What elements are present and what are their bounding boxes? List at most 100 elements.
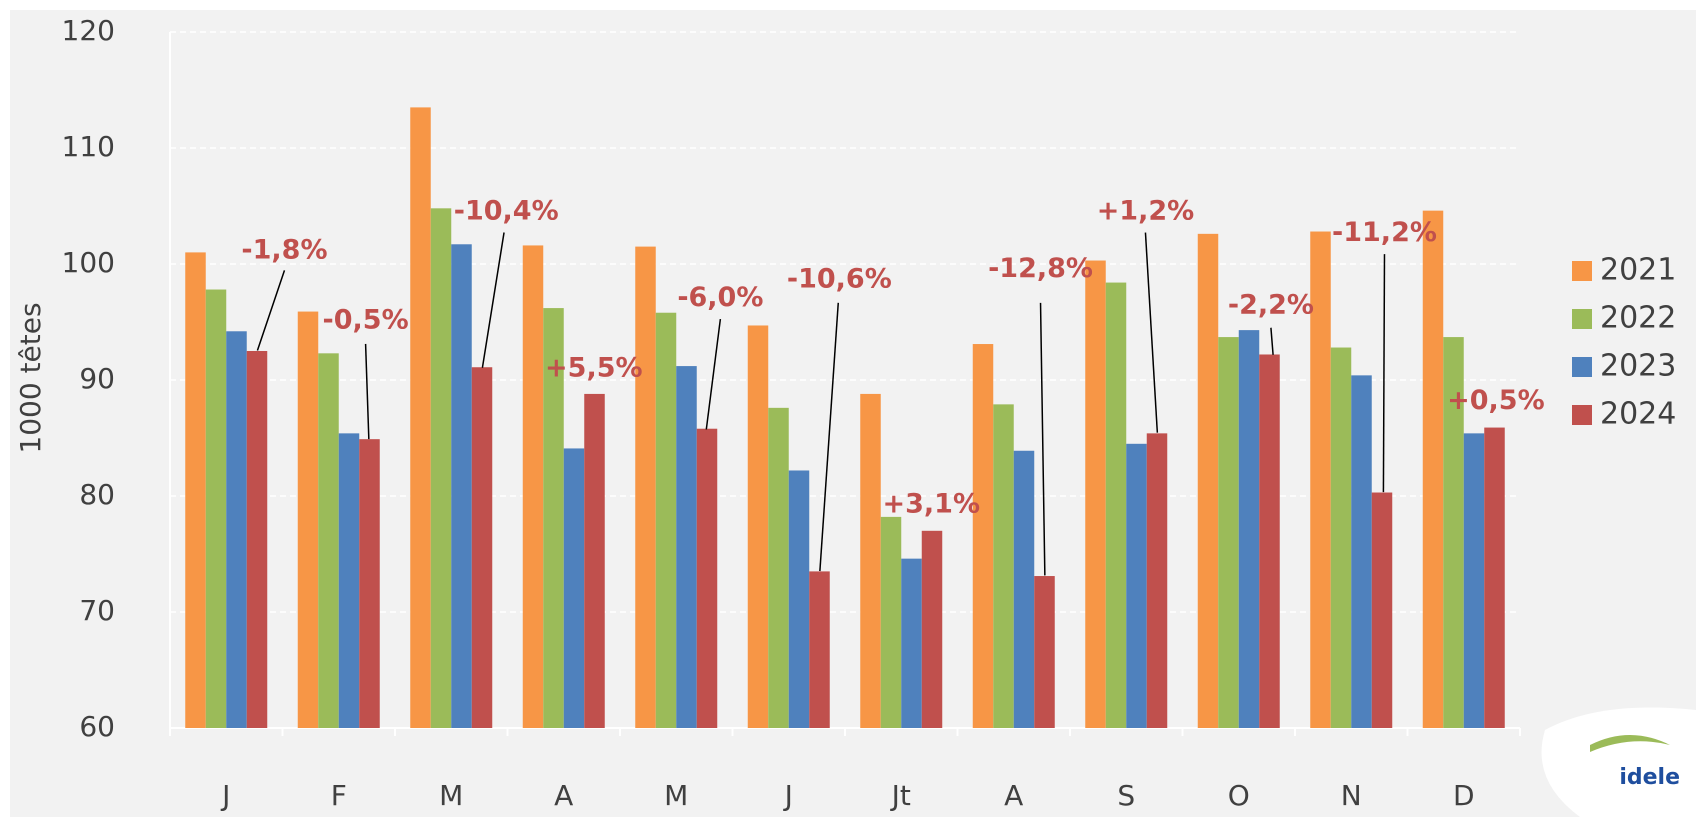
- legend-label: 2024: [1600, 397, 1676, 432]
- annotation-leader: [1270, 327, 1274, 355]
- bar: [471, 367, 493, 728]
- bar: [788, 470, 810, 728]
- annotation: -2,2%: [1228, 290, 1314, 321]
- annotation: -11,2%: [1332, 217, 1437, 248]
- annotation-leader: [1039, 302, 1046, 576]
- bar: [543, 308, 564, 728]
- annotation: -6,0%: [677, 282, 763, 313]
- annotation: +5,5%: [545, 352, 643, 383]
- bar: [226, 331, 247, 728]
- bar: [246, 351, 268, 728]
- x-tick-label: A: [1004, 779, 1023, 812]
- x-tick-label: Jt: [890, 779, 911, 812]
- bar: [696, 428, 718, 728]
- annotation-leader: [1144, 232, 1159, 433]
- annotation-leader: [256, 270, 286, 351]
- chart-background: [10, 10, 1696, 817]
- bar: [1197, 233, 1219, 728]
- y-tick-label: 110: [62, 130, 115, 163]
- bar: [410, 107, 431, 728]
- annotation-leader: [819, 302, 840, 572]
- legend-swatch: [1572, 357, 1592, 377]
- bar: [584, 393, 605, 728]
- bar: [747, 325, 769, 728]
- bar: [1085, 260, 1106, 728]
- bar: [1310, 231, 1331, 728]
- bar: [1484, 427, 1505, 728]
- legend-swatch: [1572, 261, 1592, 281]
- bar: [676, 366, 697, 728]
- x-tick-label: A: [554, 779, 573, 812]
- bar: [655, 312, 677, 728]
- bar: [205, 289, 227, 728]
- y-tick-label: 80: [79, 478, 115, 511]
- bar: [1126, 443, 1147, 728]
- legend-label: 2021: [1600, 253, 1676, 288]
- bar: [860, 393, 881, 728]
- bar: [451, 244, 472, 728]
- y-axis-label: 1000 têtes: [14, 302, 47, 453]
- annotation: +0,5%: [1447, 385, 1545, 416]
- bar: [1146, 433, 1168, 728]
- annotation-leader: [364, 343, 370, 440]
- bar: [1218, 337, 1239, 728]
- annotation: -1,8%: [241, 234, 327, 265]
- annotation-leader: [705, 318, 722, 430]
- y-tick-label: 120: [62, 14, 115, 47]
- y-tick-label: 60: [79, 710, 115, 743]
- bar: [522, 245, 544, 728]
- bar: [1238, 330, 1260, 728]
- bar: [297, 311, 319, 728]
- annotation: -0,5%: [323, 305, 409, 336]
- x-tick-label: N: [1341, 779, 1362, 812]
- x-tick-label: S: [1117, 779, 1135, 812]
- y-tick-label: 90: [79, 362, 115, 395]
- annotation: -10,6%: [787, 264, 892, 295]
- bar: [921, 530, 943, 728]
- annotation: +3,1%: [883, 489, 981, 520]
- bar: [1034, 576, 1055, 728]
- x-tick-label: O: [1228, 779, 1250, 812]
- annotation-leader: [1382, 254, 1386, 493]
- bar: [430, 208, 452, 728]
- y-tick-label: 100: [62, 246, 115, 279]
- legend-swatch: [1572, 405, 1592, 425]
- bar: [635, 246, 656, 728]
- bar: [563, 448, 585, 728]
- x-tick-label: M: [439, 779, 463, 812]
- x-tick-label: M: [664, 779, 688, 812]
- bar: [359, 439, 380, 728]
- bar: [185, 252, 206, 728]
- bar: [1351, 375, 1372, 728]
- bar: [1443, 337, 1464, 728]
- bar: [338, 433, 360, 728]
- bar: [972, 344, 994, 728]
- annotation: +1,2%: [1097, 196, 1195, 227]
- x-tick-label: J: [783, 779, 793, 812]
- annotation: -10,4%: [454, 196, 559, 227]
- logo-background: [1541, 707, 1696, 817]
- bar: [901, 558, 922, 728]
- bar: [1013, 450, 1035, 728]
- x-tick-label: D: [1453, 779, 1475, 812]
- annotation: -12,8%: [988, 253, 1093, 284]
- x-tick-label: F: [331, 779, 347, 812]
- legend-label: 2022: [1600, 301, 1676, 336]
- bar: [1105, 282, 1127, 728]
- legend-label: 2023: [1600, 349, 1676, 384]
- legend-swatch: [1572, 309, 1592, 329]
- bar: [880, 516, 902, 728]
- y-tick-label: 70: [79, 594, 115, 627]
- x-tick-label: J: [220, 779, 230, 812]
- bar: [768, 407, 789, 728]
- bar: [1330, 347, 1352, 728]
- bar: [318, 353, 339, 728]
- bar: [1422, 210, 1444, 728]
- bar: [809, 571, 830, 728]
- logo-text: idele: [1619, 765, 1680, 790]
- logo-swoosh: [1590, 735, 1670, 752]
- bar: [1371, 492, 1393, 728]
- bar: [1463, 433, 1485, 728]
- bar: [1259, 354, 1280, 728]
